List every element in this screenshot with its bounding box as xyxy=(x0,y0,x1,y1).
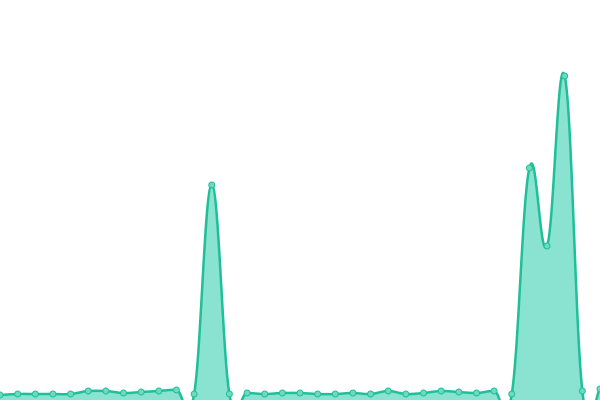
point xyxy=(349,389,357,397)
point xyxy=(314,390,322,398)
point xyxy=(102,387,110,395)
point xyxy=(14,390,22,398)
point xyxy=(190,390,198,398)
point xyxy=(243,389,251,397)
area-fill xyxy=(0,72,600,400)
line xyxy=(0,71,600,400)
point xyxy=(525,164,533,172)
point xyxy=(367,390,375,398)
point xyxy=(225,390,233,398)
point xyxy=(155,387,163,395)
point xyxy=(455,388,463,396)
point xyxy=(561,72,569,80)
point xyxy=(420,389,428,397)
point xyxy=(49,390,57,398)
point xyxy=(137,388,145,396)
point xyxy=(596,385,600,393)
point xyxy=(296,389,304,397)
point xyxy=(31,390,39,398)
point xyxy=(402,390,410,398)
point xyxy=(208,181,216,189)
point xyxy=(331,390,339,398)
point xyxy=(261,390,269,398)
point xyxy=(437,387,445,395)
point xyxy=(543,242,551,250)
point xyxy=(472,389,480,397)
point xyxy=(578,387,586,395)
point xyxy=(384,387,392,395)
point xyxy=(0,391,4,399)
point xyxy=(67,390,75,398)
point xyxy=(172,386,180,394)
point xyxy=(508,390,516,398)
point xyxy=(278,389,286,397)
point xyxy=(490,387,498,395)
point xyxy=(84,387,92,395)
point xyxy=(120,389,128,397)
